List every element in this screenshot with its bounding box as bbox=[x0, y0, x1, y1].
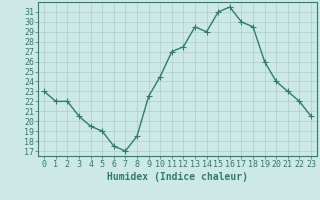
X-axis label: Humidex (Indice chaleur): Humidex (Indice chaleur) bbox=[107, 172, 248, 182]
